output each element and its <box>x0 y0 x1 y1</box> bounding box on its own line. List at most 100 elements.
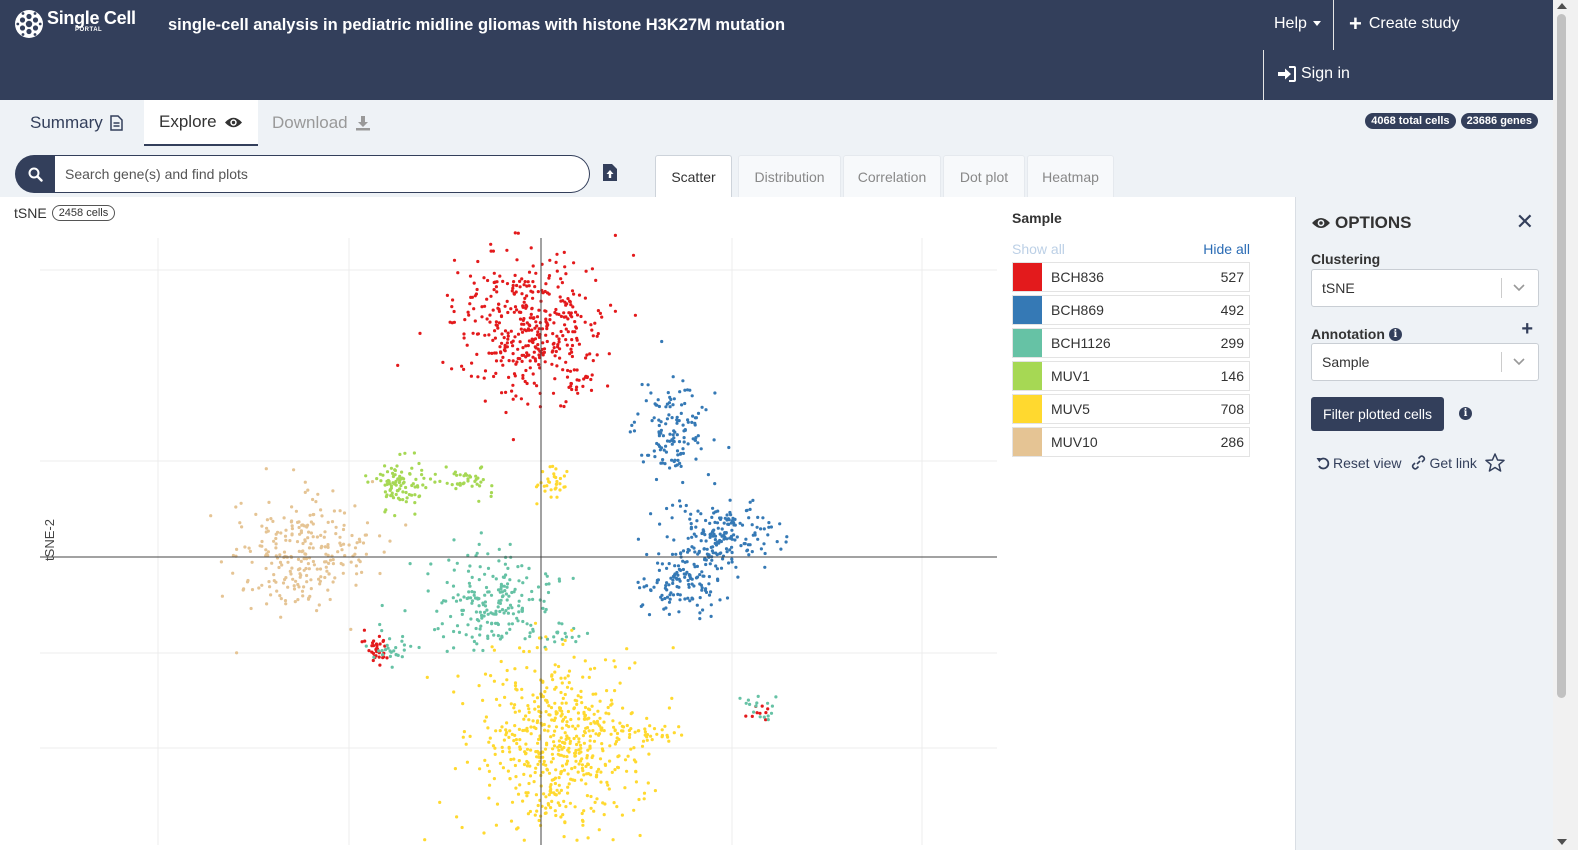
tsne-scatter-plot[interactable]: tSNE-2 <box>0 230 1000 850</box>
scatter-point <box>412 451 416 455</box>
scatter-point <box>492 288 496 292</box>
scatter-point <box>762 715 766 719</box>
tab-explore[interactable]: Explore <box>144 100 258 146</box>
scatter-point <box>290 527 294 531</box>
tab-download[interactable]: Download <box>257 100 386 146</box>
scatter-point <box>413 485 417 489</box>
upload-file-icon[interactable] <box>602 163 618 182</box>
scatter-point <box>620 724 624 728</box>
legend-item-muv1[interactable]: MUV1 146 <box>1012 361 1250 391</box>
scatter-point <box>545 637 550 641</box>
scatter-point <box>700 586 704 590</box>
close-icon[interactable]: ✕ <box>1515 209 1534 234</box>
scatter-point <box>655 581 659 585</box>
scatter-point <box>719 566 724 570</box>
clustering-select[interactable]: tSNE <box>1311 269 1539 307</box>
create-study-link[interactable]: + Create study <box>1349 13 1460 35</box>
scatter-point <box>557 340 561 344</box>
scatter-point <box>477 542 481 546</box>
hide-all-link[interactable]: Hide all <box>1203 241 1250 257</box>
portal-logo[interactable]: Single Cell PORTAL <box>14 9 136 39</box>
scatter-point <box>408 472 412 476</box>
tab-correlation[interactable]: Correlation <box>843 155 941 197</box>
sign-in-label: Sign in <box>1301 65 1350 82</box>
scatter-point <box>454 487 458 491</box>
scatter-point <box>516 619 520 623</box>
scatter-point <box>560 709 564 713</box>
scatter-point <box>420 473 424 477</box>
scatter-point <box>756 694 760 698</box>
scatter-point <box>338 509 342 513</box>
scatter-point <box>761 516 765 520</box>
legend-item-bch869[interactable]: BCH869 492 <box>1012 295 1250 325</box>
filter-plotted-cells-button[interactable]: Filter plotted cells <box>1311 397 1444 431</box>
tab-summary[interactable]: Summary <box>15 100 138 146</box>
scatter-point <box>479 531 483 535</box>
get-link-link[interactable]: Get link <box>1411 455 1477 471</box>
scatter-point <box>532 780 536 784</box>
scatter-point <box>296 582 300 587</box>
tab-heatmap[interactable]: Heatmap <box>1027 155 1114 197</box>
scatter-point <box>389 486 393 490</box>
legend-item-muv5[interactable]: MUV5 708 <box>1012 394 1250 424</box>
legend-item-bch1126[interactable]: BCH1126 299 <box>1012 328 1250 358</box>
scatter-point <box>580 757 584 761</box>
info-icon[interactable]: i <box>1459 407 1472 420</box>
scatter-point <box>507 375 511 379</box>
scroll-down-arrow[interactable] <box>1557 839 1567 845</box>
scatter-point <box>499 314 504 319</box>
scatter-point <box>580 766 585 770</box>
scatter-point <box>527 353 531 357</box>
scatter-point <box>566 772 570 776</box>
scatter-point <box>413 493 417 497</box>
scatter-point <box>557 706 562 710</box>
filter-label: Filter plotted cells <box>1323 406 1432 422</box>
scatter-point <box>341 571 345 575</box>
star-icon[interactable] <box>1485 453 1505 472</box>
scroll-up-arrow[interactable] <box>1557 3 1567 9</box>
scatter-point <box>494 823 498 827</box>
scatter-point <box>558 482 562 486</box>
scatter-point <box>614 739 619 744</box>
scatter-point <box>576 694 580 698</box>
gene-search-input[interactable] <box>55 155 590 193</box>
scatter-point <box>683 597 687 601</box>
scatter-point <box>487 796 491 800</box>
plotted-cells-badge: 2458 cells <box>51 205 116 221</box>
chevron-down-icon <box>1513 284 1525 292</box>
scatter-point <box>743 542 747 546</box>
scatter-point <box>518 738 522 742</box>
legend-item-muv10[interactable]: MUV10 286 <box>1012 427 1250 457</box>
scatter-point <box>275 589 279 593</box>
scatter-point <box>554 467 558 471</box>
scatter-point <box>513 273 517 277</box>
scatter-point <box>558 347 562 351</box>
reset-view-link[interactable]: Reset view <box>1316 455 1401 471</box>
page-scrollbar[interactable] <box>1553 0 1578 850</box>
scatter-point <box>486 590 490 594</box>
scatter-point <box>568 352 572 356</box>
tab-dot-plot[interactable]: Dot plot <box>943 155 1025 197</box>
scatter-point <box>675 415 679 419</box>
search-button[interactable] <box>15 155 55 193</box>
tab-distribution[interactable]: Distribution <box>738 155 841 197</box>
scatter-point <box>486 636 490 640</box>
scatter-point <box>260 539 264 544</box>
help-menu[interactable]: Help <box>1274 15 1321 33</box>
scatter-point <box>426 572 430 576</box>
scatter-point <box>340 548 344 552</box>
scatter-point <box>395 489 400 493</box>
tab-scatter[interactable]: Scatter <box>655 155 732 197</box>
sign-in-link[interactable]: Sign in <box>1278 65 1350 83</box>
scatter-point <box>730 545 734 549</box>
add-annotation-icon[interactable]: + <box>1521 318 1533 340</box>
scatter-point <box>537 327 541 331</box>
info-icon[interactable]: i <box>1388 327 1402 341</box>
annotation-select[interactable]: Sample <box>1311 343 1539 381</box>
legend-item-bch836[interactable]: BCH836 527 <box>1012 262 1250 292</box>
scatter-point <box>494 697 499 701</box>
show-all-link[interactable]: Show all <box>1012 241 1065 257</box>
scroll-thumb[interactable] <box>1557 14 1566 698</box>
scatter-point <box>470 295 474 299</box>
scatter-point <box>659 420 663 424</box>
